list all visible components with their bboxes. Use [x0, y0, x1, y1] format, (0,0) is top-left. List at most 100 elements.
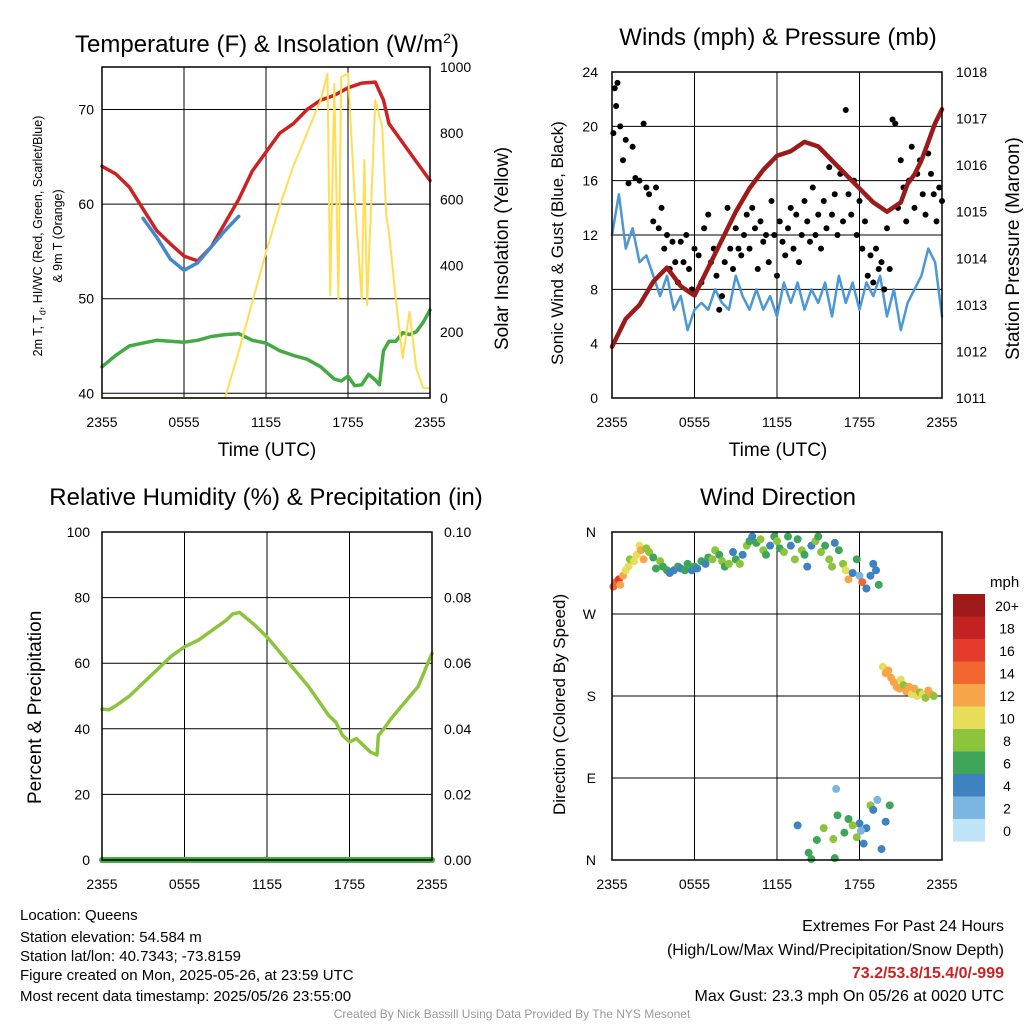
gust-point	[796, 259, 802, 266]
gust-point	[669, 238, 676, 245]
gust-point	[680, 259, 687, 266]
x-tick-label: 2355	[596, 876, 627, 892]
pressure-y-tick: 1013	[956, 297, 987, 313]
colorbar-label: 0	[1003, 823, 1011, 839]
gust-point	[613, 102, 620, 109]
gust-point	[933, 218, 940, 225]
gust-point	[741, 232, 747, 238]
gust-point	[701, 225, 708, 232]
gust-point	[886, 265, 893, 272]
temperature-y-axis-label: 2m T, Td, HI/WC (Red, Green, Scarlet/Blu…	[31, 115, 65, 357]
direction-point	[834, 546, 843, 555]
direction-point	[877, 845, 886, 854]
direction-y-tick: W	[583, 606, 597, 622]
direction-point	[693, 564, 702, 573]
direction-point	[855, 819, 864, 828]
gust-point	[743, 211, 750, 218]
wind-y-tick: 8	[590, 281, 598, 297]
precip-y-tick: 0.02	[444, 786, 471, 802]
direction-point	[844, 815, 853, 823]
colorbar-swatch	[953, 684, 985, 707]
direction-point	[874, 580, 883, 589]
gust-point	[908, 143, 915, 150]
gust-point	[763, 232, 769, 238]
station-elevation: Station elevation: 54.584 m	[20, 929, 202, 946]
wind-y-tick: 4	[590, 336, 598, 352]
panel-3-grid	[101, 532, 433, 860]
x-tick-label: 1155	[762, 876, 792, 892]
plot-border	[101, 531, 433, 861]
direction-point	[830, 854, 839, 863]
wind-y-tick: 16	[582, 173, 598, 189]
pressure-y-tick: 1011	[956, 390, 986, 406]
gust-point	[870, 279, 877, 286]
direction-point	[833, 811, 842, 820]
colorbar-label: 10	[999, 711, 1015, 727]
gust-point	[754, 265, 761, 272]
gust-point	[812, 232, 819, 238]
direction-point	[873, 795, 882, 804]
gust-point	[878, 259, 885, 266]
x-tick-label: 1155	[762, 414, 792, 430]
gust-point	[884, 225, 890, 232]
x-tick-label: 0555	[168, 414, 199, 430]
gust-point	[873, 245, 879, 252]
insolation-y-tick: 400	[440, 258, 464, 274]
plot-border	[101, 66, 431, 399]
gust-point	[614, 79, 621, 86]
direction-point	[683, 559, 692, 568]
gust-point	[848, 211, 855, 218]
humidity-y-tick: 40	[74, 721, 90, 737]
gust-point	[625, 180, 632, 187]
colorbar-swatch	[953, 616, 985, 639]
temperature-x-axis-label: Time (UTC)	[217, 440, 317, 461]
gust-point	[719, 293, 725, 300]
direction-point	[738, 550, 747, 559]
station-location: Location: Queens	[20, 907, 138, 924]
direction-point	[630, 557, 638, 566]
direction-point	[800, 550, 809, 559]
colorbar-label: 8	[1003, 733, 1011, 749]
gust-point	[650, 218, 657, 225]
gust-point	[640, 120, 647, 127]
temperature-y-tick: 60	[78, 196, 94, 212]
gust-point	[746, 245, 753, 252]
gust-point	[727, 245, 734, 252]
precip-y-tick: 0.00	[444, 852, 471, 868]
humidity-y-tick: 80	[74, 590, 90, 606]
colorbar-label: 12	[999, 688, 1015, 704]
gust-point	[653, 184, 659, 191]
x-tick-label: 2355	[596, 414, 627, 430]
direction-point	[762, 550, 770, 559]
insolation-y-tick: 200	[440, 324, 464, 340]
direction-point	[790, 555, 799, 564]
direction-point	[855, 571, 864, 580]
temperature-y-tick: 50	[78, 291, 94, 307]
x-tick-label: 2355	[926, 414, 957, 430]
gust-point	[771, 232, 778, 238]
direction-point	[866, 571, 875, 580]
gust-point	[735, 245, 742, 252]
direction-y-tick: E	[587, 770, 596, 786]
gust-point	[691, 245, 698, 252]
direction-point	[756, 535, 765, 544]
direction-point	[616, 580, 625, 589]
direction-point	[639, 555, 648, 564]
direction-point	[784, 532, 792, 541]
colorbar-label: 14	[999, 666, 1015, 682]
direction-point	[793, 535, 802, 544]
direction-point	[848, 569, 857, 577]
wind-y-tick: 12	[582, 227, 598, 243]
colorbar-swatch	[953, 774, 985, 797]
colorbar-label: 4	[1003, 778, 1011, 794]
x-tick-label: 1755	[844, 414, 875, 430]
station-latlon: Station lat/lon: 40.7343; -73.8159	[20, 948, 242, 965]
pressure-y-tick: 1016	[956, 157, 987, 173]
x-tick-label: 1155	[251, 414, 281, 430]
direction-point	[807, 855, 816, 864]
gust-point	[658, 204, 665, 211]
gust-point	[768, 198, 775, 205]
gust-point	[686, 265, 692, 272]
